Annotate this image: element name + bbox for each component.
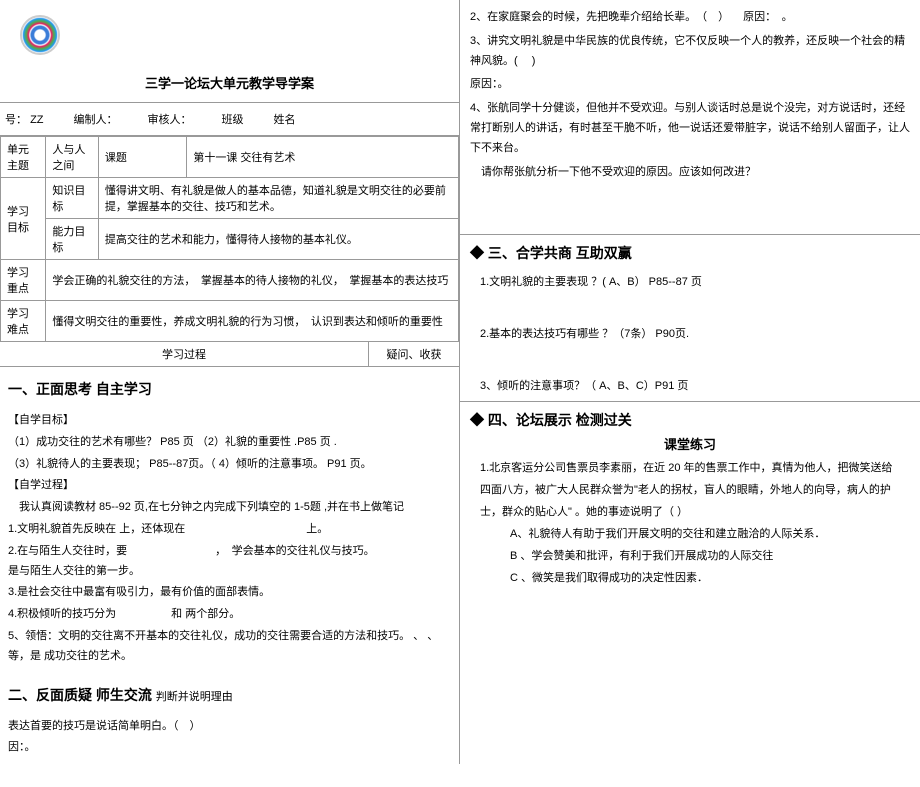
- rt-q4-ask: 请你帮张航分析一下他不受欢迎的原因。应该如何改进？: [470, 163, 910, 183]
- process-header-row: 学习过程 疑问、收获: [0, 342, 459, 367]
- num-value: ZZ: [30, 114, 43, 126]
- s4-optc: C 、微笑是我们取得成功的决定性因素．: [480, 567, 900, 589]
- class-label: 班级: [222, 111, 244, 127]
- questions-label: 疑问、收获: [369, 342, 459, 366]
- ability-goal-label: 能力目标: [46, 219, 98, 260]
- section4-subtitle: 课堂练习: [460, 434, 920, 453]
- focus-val: 学会正确的礼貌交往的方法， 掌握基本的待人接物的礼仪， 掌握基本的表达技巧: [46, 260, 459, 301]
- goal1: （1）成功交往的艺术有哪些？ P85 页 （2）礼貌的重要性 .P85 页 .: [8, 433, 451, 453]
- s1-q1: 1.文明礼貌首先反映在 上，还体现在 上。: [8, 520, 451, 540]
- reviewer-label: 审核人：: [148, 111, 192, 127]
- rt-q2: 2、在家庭聚会的时候，先把晚辈介绍给长辈。 （ ） 原因： 。: [470, 8, 910, 28]
- right-column: 2、在家庭聚会的时候，先把晚辈介绍给长辈。 （ ） 原因： 。 3、讲究文明礼貌…: [460, 0, 920, 764]
- num-label: 号：: [5, 114, 27, 126]
- s4-optb: B 、学会赞美和批评，有利于我们开展成功的人际交往: [480, 545, 900, 567]
- process-label: 学习过程: [0, 342, 369, 366]
- s2-reason: 因：。: [8, 738, 451, 758]
- s4-opta: A、礼貌待人有助于我们开展文明的交往和建立融洽的人际关系．: [480, 523, 900, 545]
- s3-q2: 2.基本的表达技巧有哪些 ？（7条） P90页.: [480, 323, 900, 345]
- author-label: 编制人：: [74, 111, 118, 127]
- section2-content: 表达首要的技巧是说话简单明白。（ ） 因：。: [0, 713, 459, 765]
- left-column: 三学一论坛大单元教学导学案 号： ZZ 编制人： 审核人： 班级 姓名 单元主题…: [0, 0, 460, 764]
- s1-q4: 4.积极倾听的技巧分为 和 两个部分。: [8, 605, 451, 625]
- unit-theme-val: 人与人之间: [46, 137, 98, 178]
- topic-label: 课题: [98, 137, 187, 178]
- rt-q3: 3、讲究文明礼貌是中华民族的优良传统，它不仅反映一个人的教养，还反映一个社会的精…: [470, 32, 910, 72]
- name-label: 姓名: [274, 111, 296, 127]
- section3-title: ◆ 三、合学共商 互助双赢: [460, 235, 920, 267]
- s4-q1: 1.北京客运分公司售票员李素丽，在近 20 年的售票工作中，真情为他人，把微笑送…: [480, 457, 900, 523]
- info-table: 单元主题 人与人之间 课题 第十一课 交往有艺术 学习目标 知识目标 懂得讲文明…: [0, 136, 459, 342]
- study-goal-label: 学习目标: [1, 178, 46, 260]
- section2-title: 二、反面质疑 师生交流 判断并说明理由: [0, 673, 459, 713]
- ability-goal-val: 提高交往的艺术和能力，懂得待人接物的基本礼仪。: [98, 219, 458, 260]
- school-logo-icon: [20, 15, 60, 55]
- s2-q1: 表达首要的技巧是说话简单明白。（ ）: [8, 717, 451, 737]
- s1-q3: 3.是社会交往中最富有吸引力，最有价值的面部表情。: [8, 583, 451, 603]
- section1-content: 【自学目标】 （1）成功交往的艺术有哪些？ P85 页 （2）礼貌的重要性 .P…: [0, 407, 459, 673]
- focus-label: 学习重点: [1, 260, 46, 301]
- difficulty-val: 懂得文明交往的重要性，养成文明礼貌的行为习惯， 认识到表达和倾听的重要性: [46, 301, 459, 342]
- unit-theme-label: 单元主题: [1, 137, 46, 178]
- knowledge-goal-val: 懂得讲文明、有礼貌是做人的基本品德，知道礼貌是文明交往的必要前提，掌握基本的交往…: [98, 178, 458, 219]
- goal2: （3）礼貌待人的主要表现； P85--87页。（ 4）倾听的注意事项。 P91 …: [8, 455, 451, 475]
- section4-content: 1.北京客运分公司售票员李素丽，在近 20 年的售票工作中，真情为他人，把微笑送…: [460, 453, 920, 593]
- s3-q1: 1.文明礼貌的主要表现 ？( A、B） P85--87 页: [480, 271, 900, 293]
- process-intro: 我认真阅读教材 85--92 页,在七分钟之内完成下列填空的 1-5题 ,并在书…: [8, 498, 451, 518]
- topic-val: 第十一课 交往有艺术: [187, 137, 459, 178]
- rt-q3-reason: 原因：。: [470, 75, 910, 95]
- s3-q3: 3、倾听的注意事项？（ A、B、C）P91 页: [480, 375, 900, 397]
- section4-title: ◆ 四、论坛展示 检测过关: [460, 402, 920, 434]
- goal-header: 【自学目标】: [8, 411, 451, 431]
- logo-area: [0, 0, 459, 63]
- section3-content: 1.文明礼貌的主要表现 ？( A、B） P85--87 页 2.基本的表达技巧有…: [460, 267, 920, 401]
- process-header: 【自学过程】: [8, 476, 451, 496]
- right-top-content: 2、在家庭聚会的时候，先把晚辈介绍给长辈。 （ ） 原因： 。 3、讲究文明礼貌…: [460, 0, 920, 194]
- knowledge-goal-label: 知识目标: [46, 178, 98, 219]
- s1-q5: 5、领悟：文明的交往离不开基本的交往礼仪，成功的交往需要合适的方法和技巧。 、 …: [8, 627, 451, 667]
- header-info-row: 号： ZZ 编制人： 审核人： 班级 姓名: [0, 102, 459, 136]
- section2-subtitle: 判断并说明理由: [156, 691, 233, 703]
- section1-title: 一、正面思考 自主学习: [0, 367, 459, 407]
- s1-q2: 2.在与陌生人交往时，要 ， 学会基本的交往礼仪与技巧。 是与陌生人交往的第一步…: [8, 542, 451, 582]
- rt-q4: 4、张航同学十分健谈，但他并不受欢迎。与别人谈话时总是说个没完，对方说话时，还经…: [470, 99, 910, 158]
- difficulty-label: 学习难点: [1, 301, 46, 342]
- doc-title: 三学一论坛大单元教学导学案: [0, 63, 459, 102]
